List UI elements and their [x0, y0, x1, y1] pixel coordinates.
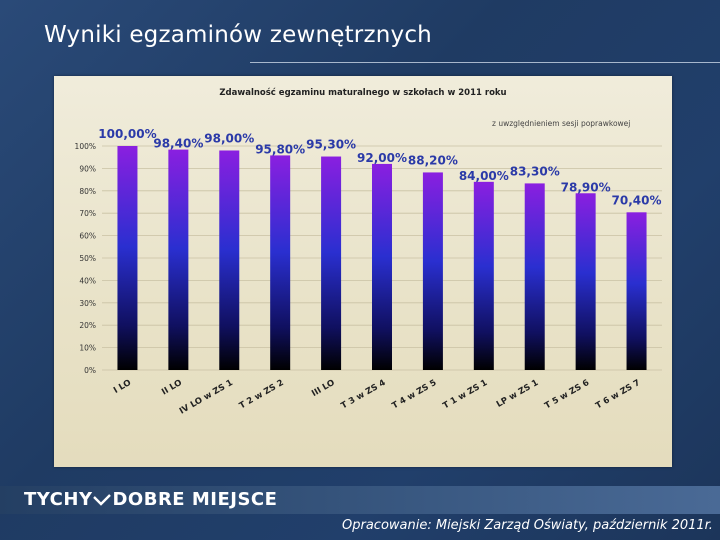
data-label: 98,00%	[204, 131, 254, 145]
data-labels: 100,00%98,40% 98,00%95,80% 95,30%92,00% 88,…	[98, 127, 661, 207]
data-label: 84,00%	[459, 169, 509, 183]
data-label: 98,40%	[153, 137, 203, 151]
source-credit: Opracowanie: Miejski Zarząd Oświaty, paź…	[342, 518, 713, 533]
y-tick-label: 90%	[79, 164, 96, 173]
y-tick-label: 50%	[79, 254, 96, 263]
bar	[117, 146, 138, 370]
category-label: T 4 w ZS 5	[390, 378, 438, 412]
brand-text-right: DOBRE MIEJSCE	[112, 489, 278, 510]
chart-subtitle: z uwzględnieniem sesji poprawkowej	[492, 119, 630, 128]
y-tick-label: 20%	[79, 321, 96, 330]
bar	[524, 183, 545, 370]
category-label: T 2 w ZS 2	[238, 378, 286, 412]
y-tick-label: 0%	[84, 366, 96, 375]
brand-bar	[0, 486, 720, 514]
category-label: II LO	[160, 378, 184, 397]
bar-chart: Zdawalność egzaminu maturalnego w szkoła…	[75, 87, 662, 417]
bar	[219, 150, 240, 370]
chart-title: Zdawalność egzaminu maturalnego w szkoła…	[219, 87, 506, 98]
slide-title: Wyniki egzaminów zewnętrznych	[44, 22, 432, 48]
brand-text-left: TYCHY	[24, 489, 93, 510]
category-label: IV LO w ZS 1	[178, 378, 235, 417]
category-label: T 6 w ZS 7	[594, 378, 642, 412]
category-label: T 3 w ZS 4	[340, 378, 388, 412]
data-label: 78,90%	[561, 180, 611, 194]
y-tick-label: 100%	[75, 142, 96, 151]
category-label: T 5 w ZS 6	[543, 378, 591, 412]
data-label: 95,80%	[255, 142, 305, 156]
y-tick-label: 80%	[79, 187, 96, 196]
data-label: 95,30%	[306, 138, 356, 152]
bar	[626, 212, 647, 370]
y-tick-label: 60%	[79, 232, 96, 241]
category-label: III LO	[310, 378, 336, 399]
bar	[270, 155, 291, 370]
category-label: LP w ZS 1	[495, 378, 540, 410]
y-tick-label: 70%	[79, 209, 96, 218]
y-tick-label: 40%	[79, 276, 96, 285]
category-label: I LO	[112, 378, 133, 396]
title-divider	[250, 62, 720, 63]
data-label: 92,00%	[357, 151, 407, 165]
y-axis: 0% 10% 20% 30% 40% 50% 60% 70% 80% 90% 100%	[75, 142, 96, 375]
bar	[575, 193, 596, 370]
y-tick-label: 30%	[79, 299, 96, 308]
bar	[422, 172, 443, 370]
data-label: 70,40%	[612, 193, 662, 207]
data-label: 83,30%	[510, 164, 560, 178]
bar	[168, 149, 189, 370]
bar	[321, 156, 342, 370]
y-tick-label: 10%	[79, 344, 96, 353]
bars	[117, 146, 647, 370]
bar	[372, 163, 392, 370]
chart-panel: Zdawalność egzaminu maturalnego w szkoła…	[54, 76, 672, 467]
checkmark-icon	[93, 494, 112, 506]
bar	[473, 181, 494, 370]
data-label: 100,00%	[98, 127, 156, 141]
brand-logo: TYCHY DOBRE MIEJSCE	[24, 489, 277, 510]
category-label: T 1 w ZS 1	[441, 378, 489, 412]
data-label: 88,20%	[408, 153, 458, 167]
